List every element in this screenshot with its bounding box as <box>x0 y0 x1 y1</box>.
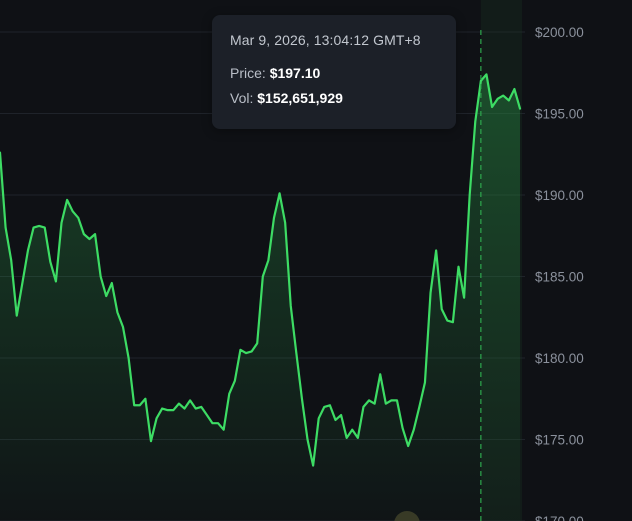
tooltip-vol-row: Vol: $152,651,929 <box>230 89 438 107</box>
y-tick-label: $175.00 <box>535 433 584 448</box>
price-line <box>0 73 522 467</box>
tooltip-price-value: $197.10 <box>269 65 321 81</box>
y-tick-label: $200.00 <box>535 25 584 40</box>
tooltip-vol-label: Vol: <box>230 90 254 106</box>
y-axis-ticks: $200.00 $195.00 $190.00 $185.00 $180.00 $175.… <box>535 25 584 521</box>
y-tick-label: $195.00 <box>535 107 584 122</box>
tooltip-price-row: Price: $197.10 <box>230 64 438 82</box>
tooltip-date: Mar 9, 2026, 13:04:12 GMT+8 <box>230 32 421 48</box>
area-fill <box>0 74 520 521</box>
y-tick-label: $170.00 <box>535 514 584 521</box>
tooltip-vol-value: $152,651,929 <box>257 90 343 106</box>
y-tick-label: $180.00 <box>535 351 584 366</box>
watermark-blob <box>394 511 420 521</box>
hover-tooltip: Mar 9, 2026, 13:04:12 GMT+8 Price: $197.… <box>212 15 456 129</box>
price-area <box>0 74 520 521</box>
tooltip-price-label: Price: <box>230 65 266 81</box>
y-tick-label: $190.00 <box>535 188 584 203</box>
y-tick-label: $185.00 <box>535 270 584 285</box>
price-line-layer <box>0 73 522 467</box>
